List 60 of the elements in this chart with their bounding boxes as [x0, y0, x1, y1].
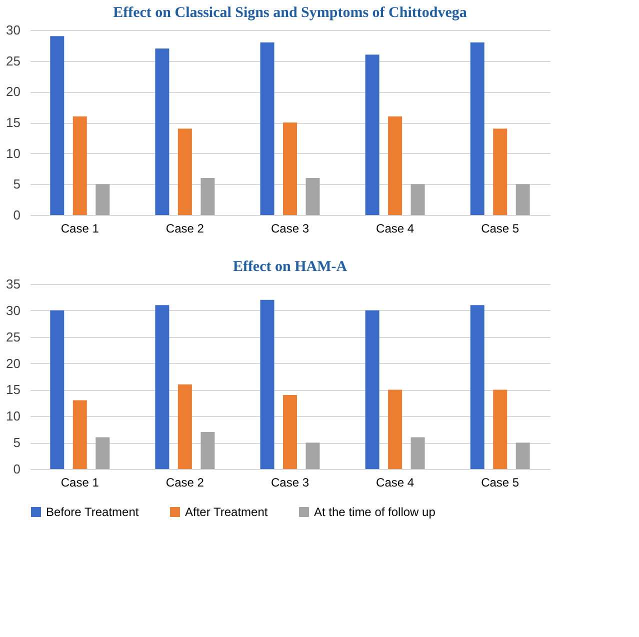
bar: [306, 442, 320, 469]
bar: [516, 442, 530, 469]
y-tick-label: 30: [6, 302, 20, 318]
bar: [96, 437, 110, 469]
x-tick-label: Case 1: [60, 222, 100, 236]
y-tick-label: 10: [6, 408, 20, 424]
bar: [72, 116, 87, 215]
x-tick-label: Case 3: [270, 222, 310, 236]
x-tick-label: Case 3: [270, 476, 310, 490]
bar: [96, 184, 110, 215]
y-tick-label: 15: [6, 382, 20, 398]
bar: [200, 432, 215, 469]
y-tick-label: 0: [13, 462, 20, 476]
x-tick-label: Case 5: [481, 222, 520, 236]
bar: [155, 48, 170, 215]
bar: [365, 54, 380, 215]
legend-label: Before Treatment: [46, 505, 140, 519]
bar: [388, 390, 402, 469]
x-tick-label: Case 1: [60, 476, 100, 490]
y-tick-label: 35: [6, 276, 20, 292]
y-tick-label: 15: [6, 115, 20, 130]
bar: [283, 395, 297, 469]
bar: [283, 122, 297, 215]
chart-title: Effect on Classical Signs and Symptoms of Chittodvega: [113, 5, 468, 21]
bar: [365, 310, 380, 469]
bar: [493, 128, 508, 215]
bar: [72, 400, 87, 469]
x-tick-label: Case 4: [376, 222, 414, 236]
y-tick-label: 10: [6, 146, 20, 161]
y-tick-label: 30: [6, 22, 20, 38]
bar: [260, 42, 274, 215]
bar: [493, 390, 508, 469]
x-tick-label: Case 2: [166, 476, 204, 490]
bar: [50, 36, 64, 215]
bar: [306, 178, 320, 215]
bar: [410, 437, 425, 469]
legend-label: After Treatment: [185, 505, 268, 519]
y-tick-label: 25: [6, 53, 20, 68]
bar: [200, 178, 215, 215]
bar: [260, 300, 274, 469]
x-tick-label: Case 2: [166, 222, 204, 236]
bar: [50, 310, 64, 469]
bar: [388, 116, 402, 215]
bar: [178, 384, 192, 469]
bar: [410, 184, 425, 215]
x-tick-label: Case 4: [376, 476, 414, 490]
y-tick-label: 0: [13, 208, 20, 222]
x-tick-label: Case 5: [481, 476, 520, 490]
bar: [516, 184, 530, 215]
bar: [178, 128, 192, 215]
chart-title: Effect on HAM-A: [232, 259, 348, 275]
y-tick-label: 20: [6, 84, 20, 100]
legend-label: At the time of follow up: [314, 505, 436, 519]
bar: [470, 305, 484, 469]
y-tick-label: 20: [6, 356, 20, 371]
y-tick-label: 25: [6, 329, 20, 344]
y-tick-label: 5: [13, 435, 20, 450]
y-tick-label: 5: [13, 176, 20, 192]
bar: [155, 305, 170, 469]
bar: [470, 42, 484, 215]
